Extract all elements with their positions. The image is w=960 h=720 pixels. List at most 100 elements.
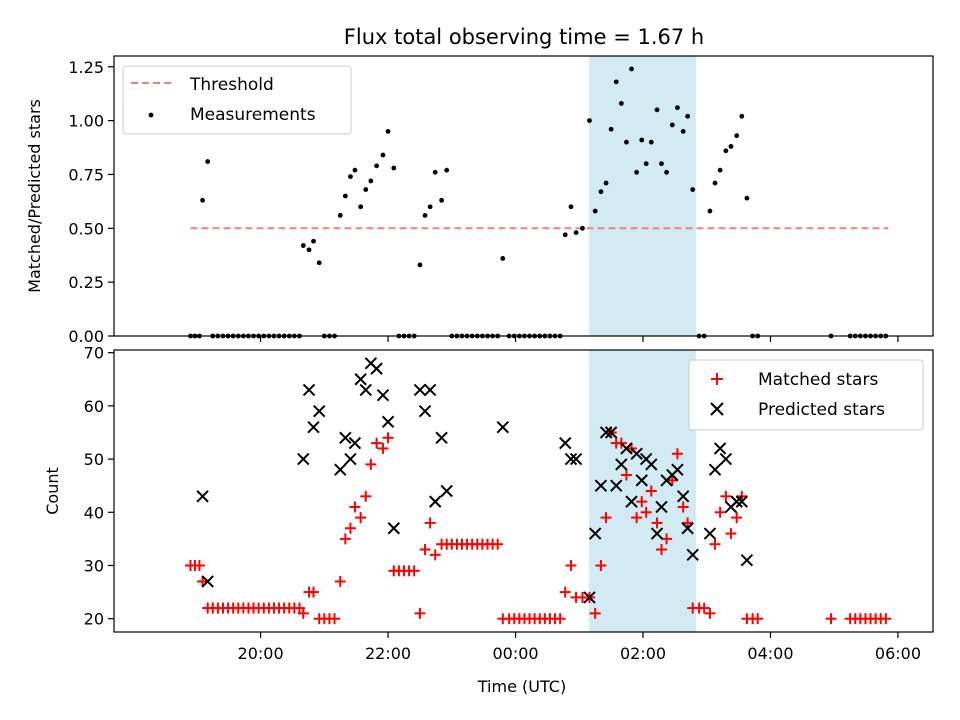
measurement-point <box>669 122 675 128</box>
xtick-label-5: 06:00 <box>875 644 921 663</box>
predicted-star-points <box>196 357 754 604</box>
legend-matched-label: Matched stars <box>758 370 878 390</box>
measurement-point <box>603 180 609 186</box>
top-ytick-label-2: 0.50 <box>68 219 104 238</box>
matched-star-point <box>682 517 694 529</box>
predicted-star-point <box>348 436 362 450</box>
measurement-point <box>352 167 358 173</box>
top-y-axis-ticks: 0.00 0.25 0.50 0.75 1.00 1.25 <box>68 58 114 346</box>
top-ytick-label-0: 0.00 <box>68 327 104 346</box>
matched-star-point <box>371 437 383 449</box>
measurement-point <box>712 180 718 186</box>
top-ytick-label-4: 1.00 <box>68 112 104 131</box>
predicted-star-point <box>635 474 648 487</box>
matched-star-point <box>720 490 732 502</box>
matched-star-point <box>645 485 657 497</box>
bottom-ytick-label-2: 40 <box>84 503 104 522</box>
matched-star-point <box>752 613 764 625</box>
matched-star-point <box>600 512 612 524</box>
x-axis-label: Time (UTC) <box>477 677 566 696</box>
predicted-star-point <box>594 479 608 492</box>
measurement-point <box>417 262 423 268</box>
top-legend: Threshold Measurements <box>122 65 352 135</box>
measurement-point <box>654 107 660 113</box>
matched-star-point <box>880 613 892 625</box>
matched-star-point <box>671 448 683 460</box>
predicted-star-point <box>686 548 699 562</box>
predicted-star-point <box>671 463 684 476</box>
predicted-star-point <box>359 383 372 397</box>
measurement-point <box>391 165 397 171</box>
measurement-point <box>300 243 306 248</box>
bottom-x-axis-ticks: 20:00 22:00 00:00 02:00 04:00 06:00 <box>238 632 921 663</box>
matched-star-point <box>655 544 667 556</box>
bottom-axes-frame <box>113 349 934 633</box>
bottom-ytick-label-4: 60 <box>84 397 104 416</box>
matched-star-point <box>329 613 341 625</box>
measurement-point <box>380 152 386 158</box>
measurement-point <box>573 230 579 236</box>
measurement-point <box>562 232 568 238</box>
top-legend-box <box>122 65 352 135</box>
predicted-star-point <box>604 426 618 439</box>
matched-star-point <box>349 501 361 513</box>
xtick-label-1: 22:00 <box>365 644 411 663</box>
matched-star-point <box>731 512 743 524</box>
measurement-point <box>717 167 723 173</box>
predicted-star-point <box>655 500 668 514</box>
bottom-ytick-label-0: 20 <box>84 610 104 629</box>
matched-star-point <box>825 613 837 625</box>
predicted-star-point <box>564 452 578 466</box>
matched-star-point <box>424 517 436 529</box>
predicted-star-point <box>435 431 448 444</box>
predicted-star-point <box>610 479 623 492</box>
predicted-star-point <box>588 527 602 540</box>
measurement-point <box>608 126 614 132</box>
top-chart-title: Flux total observing time = 1.67 h <box>344 25 704 49</box>
top-highlight-span <box>588 56 696 336</box>
predicted-star-point <box>302 383 316 397</box>
predicted-star-point <box>440 484 453 498</box>
matched-star-point <box>344 522 356 534</box>
measurement-point <box>568 204 574 210</box>
predicted-star-point <box>196 490 209 503</box>
measurement-point <box>200 197 205 203</box>
xtick-label-4: 04:00 <box>747 644 793 663</box>
measurement-point <box>500 256 506 261</box>
predicted-star-point <box>376 389 390 402</box>
predicted-star-point <box>719 452 733 466</box>
legend-threshold-label: Threshold <box>189 75 274 95</box>
measurement-point <box>306 247 312 253</box>
measurement-point <box>624 139 629 145</box>
matched-star-point <box>377 442 389 454</box>
xtick-label-2: 00:00 <box>492 644 538 663</box>
matched-star-point <box>661 533 673 545</box>
measurement-point <box>432 169 438 175</box>
predicted-star-point <box>413 383 427 397</box>
matched-star-point <box>307 586 319 598</box>
count-panel: 20 30 40 50 60 70 20:00 22:00 00:00 02:00 04:00 06… <box>43 344 934 696</box>
matched-star-point <box>339 533 351 545</box>
matched-star-point <box>365 458 377 470</box>
matched-star-point <box>297 607 309 619</box>
measurement-point <box>734 133 740 139</box>
predicted-star-point <box>740 553 754 567</box>
predicted-star-point <box>583 591 596 604</box>
predicted-star-point <box>339 431 352 444</box>
matched-star-point <box>360 490 372 502</box>
measurement-point <box>723 148 729 154</box>
measurement-point <box>205 159 211 164</box>
legend-predicted-swatch <box>710 402 724 416</box>
predicted-star-point <box>370 362 383 375</box>
measurement-point <box>728 144 734 149</box>
bottom-y-axis-ticks: 20 30 40 50 60 70 <box>84 344 114 629</box>
predicted-star-point <box>201 575 214 588</box>
bottom-legend-box <box>688 359 924 431</box>
matched-star-point <box>492 538 504 550</box>
measurement-point <box>664 169 669 175</box>
measurement-point <box>427 204 433 210</box>
matched-star-point <box>677 501 689 513</box>
measurement-point <box>580 225 585 231</box>
measurement-point <box>422 212 428 218</box>
matched-star-point <box>709 538 721 550</box>
